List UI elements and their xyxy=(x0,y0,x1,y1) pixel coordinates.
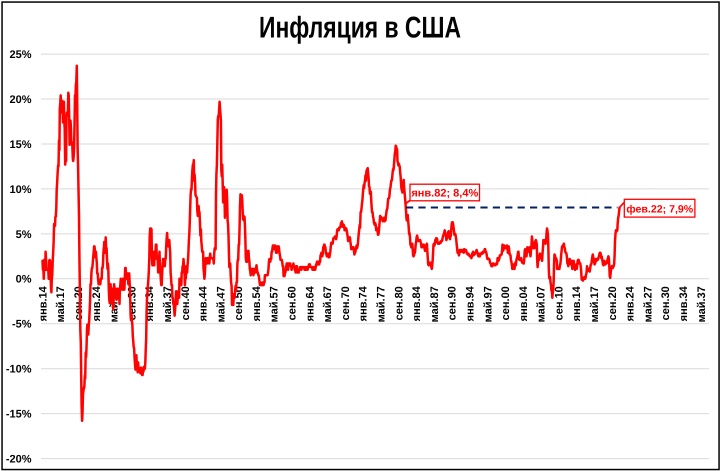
svg-text:-20%: -20% xyxy=(6,454,32,466)
svg-text:янв.34: янв.34 xyxy=(678,285,690,321)
svg-text:янв.54: янв.54 xyxy=(251,285,263,321)
svg-text:сен.30: сен.30 xyxy=(660,286,672,320)
svg-text:15%: 15% xyxy=(9,139,31,151)
svg-text:янв.04: янв.04 xyxy=(518,285,530,321)
svg-text:май.87: май.87 xyxy=(429,286,441,322)
svg-text:сен.90: сен.90 xyxy=(447,286,459,320)
svg-text:сен.00: сен.00 xyxy=(500,286,512,320)
svg-text:20%: 20% xyxy=(9,94,31,106)
svg-text:май.17: май.17 xyxy=(589,286,601,322)
svg-text:май.07: май.07 xyxy=(536,286,548,322)
svg-text:май.37: май.37 xyxy=(696,286,708,322)
svg-text:май.47: май.47 xyxy=(215,286,227,322)
svg-text:5%: 5% xyxy=(16,229,32,241)
svg-text:май.57: май.57 xyxy=(269,286,281,322)
svg-text:сен.60: сен.60 xyxy=(287,286,299,320)
svg-text:сен.70: сен.70 xyxy=(340,286,352,320)
svg-text:-5%: -5% xyxy=(12,319,32,331)
svg-text:янв.64: янв.64 xyxy=(304,285,316,321)
svg-text:Инфляция в США: Инфляция в США xyxy=(259,11,461,44)
svg-text:янв.82; 8,4%: янв.82; 8,4% xyxy=(411,188,478,200)
svg-text:май.97: май.97 xyxy=(482,286,494,322)
svg-text:янв.84: янв.84 xyxy=(411,285,423,321)
svg-text:янв.24: янв.24 xyxy=(625,285,637,321)
svg-text:-15%: -15% xyxy=(6,409,32,421)
svg-text:10%: 10% xyxy=(9,184,31,196)
svg-text:янв.44: янв.44 xyxy=(198,285,210,321)
svg-text:янв.94: янв.94 xyxy=(465,285,477,321)
svg-text:сен.80: сен.80 xyxy=(393,286,405,320)
svg-text:янв.14: янв.14 xyxy=(571,285,583,321)
svg-text:сен.20: сен.20 xyxy=(607,286,619,320)
svg-text:май.67: май.67 xyxy=(322,286,334,322)
svg-text:май.37: май.37 xyxy=(162,286,174,322)
svg-text:янв.14: янв.14 xyxy=(37,285,49,321)
svg-text:янв.24: янв.24 xyxy=(91,285,103,321)
svg-text:-10%: -10% xyxy=(6,364,32,376)
svg-text:май.77: май.77 xyxy=(376,286,388,322)
svg-text:май.27: май.27 xyxy=(642,286,654,322)
svg-text:25%: 25% xyxy=(9,49,31,61)
svg-text:фев.22; 7,9%: фев.22; 7,9% xyxy=(626,203,693,215)
svg-text:0%: 0% xyxy=(16,274,32,286)
svg-text:янв.74: янв.74 xyxy=(358,285,370,321)
svg-text:сен.40: сен.40 xyxy=(180,286,192,320)
svg-text:май.17: май.17 xyxy=(55,286,67,322)
svg-text:сен.10: сен.10 xyxy=(553,286,565,320)
